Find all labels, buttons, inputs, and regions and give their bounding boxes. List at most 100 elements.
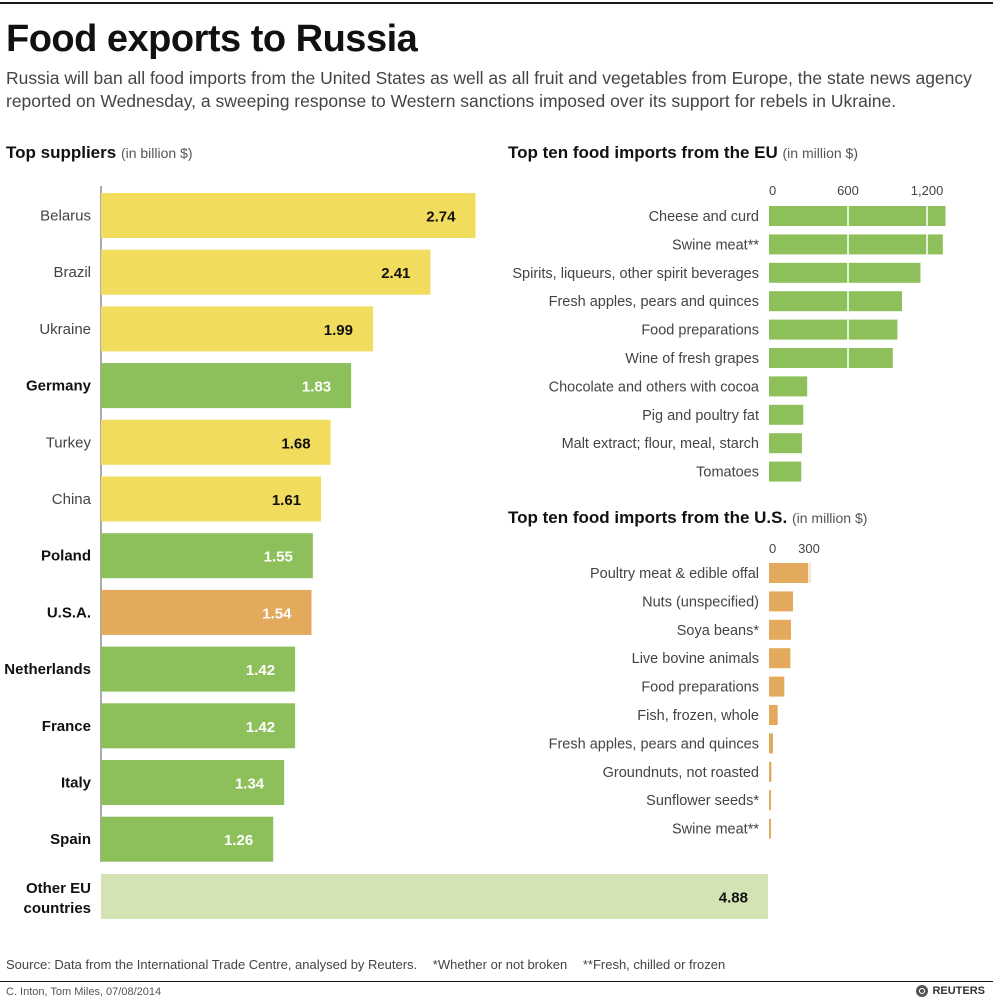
supplier-label: U.S.A. [47,604,91,621]
us-import-category-label: Food preparations [641,680,759,696]
eu-import-category-label: Fresh apples, pears and quinces [549,294,759,310]
supplier-value-label: 1.54 [262,605,292,622]
supplier-value-label: 1.68 [281,435,310,452]
eu-import-category-label: Pig and poultry fat [642,408,759,424]
us-import-category-label: Fish, frozen, whole [637,708,759,724]
page-subtitle: Russia will ban all food imports from th… [6,68,972,111]
reuters-logo: REUTERS [916,985,985,997]
source-line: Source: Data from the International Trad… [6,957,737,972]
eu-import-category-label: Chocolate and others with cocoa [549,379,760,395]
supplier-label: France [42,718,91,735]
credit-line: C. Inton, Tom Miles, 07/08/2014 [6,986,162,998]
supplier-label: Germany [26,378,92,395]
us-import-bar [769,563,811,583]
supplier-bar [101,760,285,805]
eu-import-category-label: Swine meat** [672,237,759,253]
tick-label: 300 [798,541,820,556]
supplier-bar [101,419,331,465]
supplier-label: Netherlands [4,661,91,678]
us-unit: (in million $) [791,510,868,526]
us-import-category-label: Sunflower seeds* [646,793,759,809]
eu-import-bar [769,433,802,454]
supplier-bar [101,703,296,749]
us-import-bar [769,818,771,839]
footnote-broken: *Whether or not broken [432,957,568,972]
bottom-rule [0,981,993,982]
supplier-label: Spain [50,831,91,848]
supplier-value-label: 1.55 [264,549,293,566]
supplier-bar [101,306,373,352]
supplier-bar [101,476,322,522]
supplier-label: Other EU [26,880,91,897]
eu-chart-title: Top ten food imports from the EU (in mil… [508,143,858,163]
supplier-label: China [52,491,92,508]
supplier-bar [101,249,431,295]
tick-label: 600 [837,183,859,198]
us-import-category-label: Soya beans* [677,623,760,639]
us-import-bar [769,733,773,754]
tick-label: 0 [769,541,776,556]
supplier-value-label: 1.83 [302,379,331,396]
supplier-bar [101,533,313,579]
supplier-label: Belarus [40,208,91,225]
eu-import-bar [769,206,946,226]
supplier-label: Turkey [46,434,92,451]
supplier-value-label: 1.42 [246,719,275,736]
us-import-category-label: Nuts (unspecified) [642,594,759,610]
eu-import-category-label: Wine of fresh grapes [625,351,759,367]
supplier-bar [101,589,312,635]
supplier-bar [101,816,274,862]
supplier-value-label: 2.74 [426,209,456,226]
us-title-text: Top ten food imports from the U.S. [508,508,788,527]
eu-import-bar [769,404,804,425]
supplier-bar [101,874,768,919]
eu-import-category-label: Malt extract; flour, meal, starch [562,436,759,452]
us-import-bar [769,591,793,612]
eu-import-bar [769,461,802,482]
brand-text: REUTERS [932,985,985,997]
supplier-value-label: 4.88 [719,890,748,907]
eu-import-category-label: Tomatoes [696,465,759,481]
tick-label: 1,200 [911,183,944,198]
eu-import-bar [769,234,943,255]
eu-import-category-label: Food preparations [641,323,759,339]
us-import-bar [769,705,778,725]
us-import-bar [769,619,791,640]
supplier-label: Ukraine [39,321,91,338]
supplier-value-label: 1.61 [272,492,301,509]
tick-label: 0 [769,183,776,198]
supplier-value-label: 1.99 [324,322,353,339]
us-import-category-label: Poultry meat & edible offal [590,566,759,582]
supplier-value-label: 1.42 [246,662,275,679]
reuters-dot-icon [916,985,929,997]
us-import-category-label: Live bovine animals [632,651,759,667]
eu-unit: (in million $) [782,145,858,161]
us-chart-title: Top ten food imports from the U.S. (in m… [508,508,867,528]
supplier-value-label: 2.41 [381,265,410,282]
supplier-label: Italy [61,775,92,792]
supplier-bar [101,363,352,409]
eu-import-bar [769,291,903,312]
us-import-bar [769,761,772,782]
us-import-bar [769,676,785,697]
source-text: Source: Data from the International Trad… [6,957,418,972]
eu-import-bar [769,262,921,283]
page-title: Food exports to Russia [6,18,418,60]
eu-import-bar [769,376,808,397]
supplier-bar [101,193,476,238]
supplier-label: Poland [41,548,91,565]
supplier-value-label: 1.34 [235,776,265,793]
suppliers-chart-title: Top suppliers (in billion $) [6,143,193,163]
suppliers-unit: (in billion $) [120,145,193,161]
us-import-category-label: Fresh apples, pears and quinces [549,736,759,752]
eu-title-text: Top ten food imports from the EU [508,143,778,162]
supplier-value-label: 1.26 [224,832,253,849]
eu-import-bar [769,348,893,368]
eu-import-category-label: Spirits, liqueurs, other spirit beverage… [512,266,759,282]
us-import-category-label: Groundnuts, not roasted [603,765,759,781]
us-import-bar [769,648,791,669]
supplier-label: countries [23,900,91,917]
us-import-category-label: Swine meat** [672,822,759,838]
eu-import-category-label: Cheese and curd [649,209,759,225]
